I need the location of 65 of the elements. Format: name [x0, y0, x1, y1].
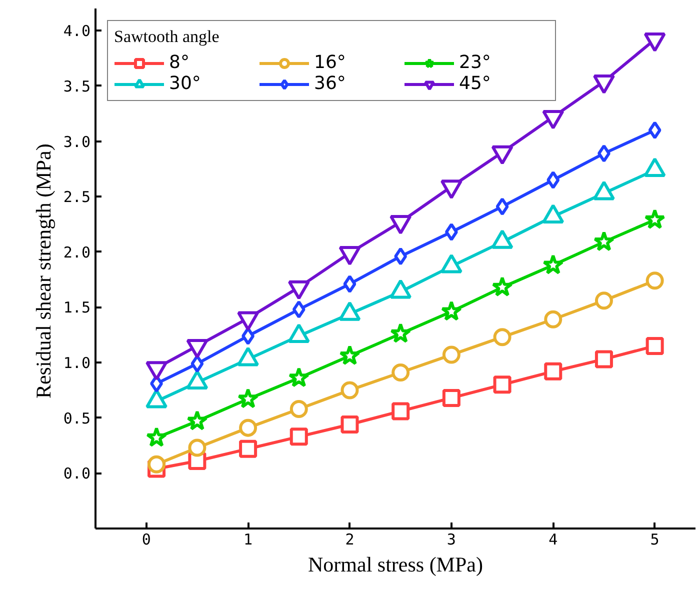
- point: [343, 274, 356, 293]
- point: [440, 300, 462, 321]
- y-tick-label: 1.0: [63, 354, 90, 372]
- point: [546, 170, 560, 189]
- point: [239, 418, 258, 437]
- y-tick-label: 2.5: [63, 188, 90, 206]
- point: [646, 272, 664, 290]
- point: [186, 410, 208, 430]
- legend-label: 8°: [169, 52, 190, 73]
- point: [594, 350, 613, 368]
- point: [646, 336, 664, 355]
- point: [290, 428, 308, 446]
- point: [340, 416, 359, 434]
- legend-label: 45°: [459, 73, 492, 94]
- legend-label: 30°: [169, 73, 202, 94]
- legend-label: 36°: [314, 73, 347, 94]
- x-tick-label: 4: [548, 530, 558, 548]
- y-tick-label: 0.5: [63, 409, 90, 428]
- point: [394, 247, 408, 266]
- point: [593, 230, 615, 252]
- point: [238, 388, 259, 408]
- point: [648, 121, 662, 140]
- x-axis-title: Normal stress (MPa): [308, 552, 483, 576]
- point: [392, 364, 410, 382]
- point: [190, 354, 204, 373]
- point: [492, 276, 513, 296]
- point: [493, 328, 512, 346]
- point: [444, 222, 458, 241]
- point: [542, 254, 564, 274]
- point: [597, 144, 610, 162]
- point: [644, 208, 666, 230]
- y-tick-label: 2.0: [63, 243, 90, 262]
- point: [594, 292, 613, 310]
- x-tick-label: 1: [244, 530, 253, 548]
- y-tick-label: 1.5: [63, 298, 90, 317]
- point: [148, 455, 166, 474]
- point: [392, 402, 410, 420]
- point: [442, 388, 460, 407]
- point: [146, 426, 168, 447]
- point: [442, 346, 460, 364]
- point: [496, 198, 509, 216]
- point: [288, 367, 310, 388]
- y-axis-title: Residual shear strength (MPa): [31, 144, 56, 399]
- point: [188, 438, 206, 457]
- x-tick-label: 3: [446, 530, 456, 548]
- point: [239, 440, 258, 458]
- point: [242, 326, 255, 345]
- y-tick-label: 4.0: [63, 22, 90, 40]
- point: [544, 310, 562, 328]
- y-tick-label: 3.0: [63, 132, 90, 151]
- point: [292, 300, 306, 318]
- point: [340, 381, 359, 400]
- legend-title: Sawtooth angle: [114, 27, 220, 47]
- legend-label: 23°: [459, 52, 492, 73]
- point: [493, 376, 512, 394]
- x-tick-label: 5: [650, 530, 660, 548]
- x-tick-label: 0: [142, 530, 151, 548]
- x-tick-label: 2: [345, 530, 354, 548]
- legend-label: 16°: [314, 52, 347, 73]
- y-tick-label: 0.0: [63, 464, 90, 483]
- point: [290, 400, 308, 418]
- y-tick-label: 3.5: [63, 77, 90, 96]
- point: [390, 322, 412, 343]
- point: [544, 362, 562, 380]
- point: [339, 344, 360, 366]
